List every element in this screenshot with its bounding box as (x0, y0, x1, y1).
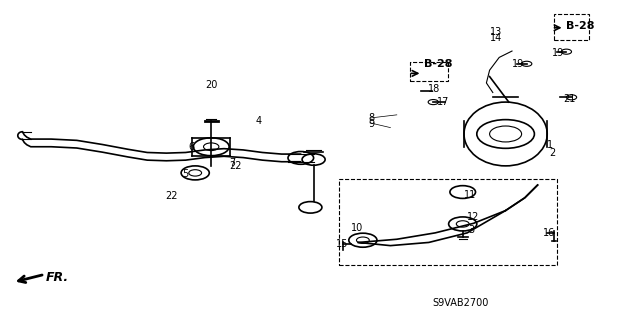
Text: 2: 2 (549, 148, 556, 158)
Text: 16: 16 (543, 228, 555, 238)
Text: 20: 20 (205, 79, 217, 90)
Text: 8: 8 (368, 113, 374, 123)
Text: 11: 11 (464, 189, 476, 200)
Bar (339, 179, 557, 265)
Text: 14: 14 (490, 33, 502, 43)
Text: B-28: B-28 (566, 20, 595, 31)
Text: 4: 4 (256, 116, 262, 126)
Text: S9VAB2700: S9VAB2700 (433, 298, 489, 308)
Text: 1: 1 (547, 140, 554, 150)
Bar (554, 14, 589, 40)
Text: 6: 6 (189, 142, 195, 152)
Text: 13: 13 (490, 27, 502, 37)
Text: 19: 19 (552, 48, 564, 58)
Text: 12: 12 (467, 212, 479, 222)
Text: 9: 9 (368, 119, 374, 130)
Text: 19: 19 (512, 59, 524, 69)
Text: 18: 18 (428, 84, 440, 94)
Text: 3: 3 (468, 225, 475, 235)
Text: B-28: B-28 (424, 59, 453, 70)
Text: 10: 10 (351, 223, 363, 233)
Text: 22: 22 (229, 161, 242, 171)
Text: 17: 17 (436, 97, 449, 107)
Text: 22: 22 (165, 191, 178, 201)
Text: 7: 7 (229, 158, 236, 168)
Text: 15: 15 (336, 239, 348, 249)
Text: 21: 21 (563, 94, 575, 104)
Bar (410, 62, 448, 81)
Text: FR.: FR. (46, 271, 69, 284)
Text: 5: 5 (182, 169, 189, 179)
